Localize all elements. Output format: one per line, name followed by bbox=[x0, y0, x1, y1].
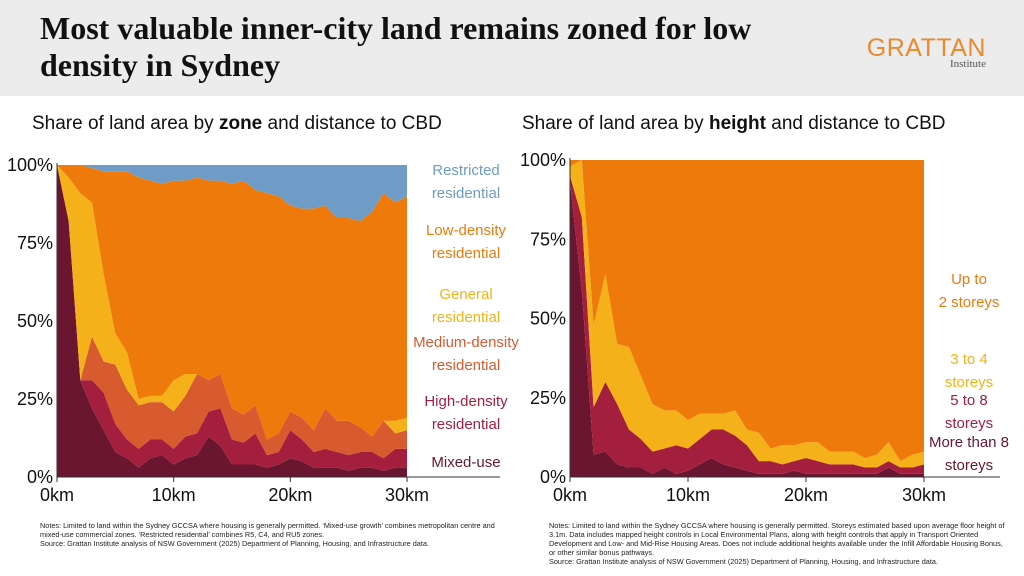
height-x-tick-label: 0km bbox=[553, 485, 587, 505]
height-y-tick-label: 100% bbox=[520, 150, 566, 170]
zone-legend-5: Restricted residential bbox=[432, 162, 500, 202]
height-x-tick-label: 20km bbox=[784, 485, 828, 505]
right-chart-subtitle: Share of land area by height and distanc… bbox=[522, 113, 946, 135]
zone-y-tick-label: 100% bbox=[7, 155, 53, 175]
zone-x-tick-label: 20km bbox=[268, 485, 312, 505]
zone-area-4 bbox=[57, 165, 407, 440]
height-legend-1: 5 to 8 storeys bbox=[945, 392, 993, 432]
grattan-logo: GRATTAN Institute bbox=[862, 34, 986, 74]
right-subtitle-pre: Share of land area by bbox=[522, 113, 709, 134]
height-stacked-area-chart: 0% 25% 50% 75% 100% 0km 10km 20km 30km More than … bbox=[520, 150, 1009, 505]
zone-legend-1: High-density residential bbox=[424, 393, 508, 433]
header-band bbox=[0, 0, 1024, 96]
zone-area-0 bbox=[57, 165, 407, 477]
zone-area-5 bbox=[57, 165, 407, 222]
height-y-tick-label: 75% bbox=[530, 229, 566, 249]
height-y-tick-label: 50% bbox=[530, 309, 566, 329]
height-x-tick-label: 10km bbox=[666, 485, 710, 505]
height-legend-0: More than 8 storeys bbox=[929, 434, 1009, 474]
zone-y-tick-label: 25% bbox=[17, 389, 53, 409]
zone-x-tick-label: 0km bbox=[40, 485, 74, 505]
page-title: Most valuable inner-city land remains zo… bbox=[40, 10, 752, 83]
left-notes: Notes: Limited to land within the Sydney… bbox=[40, 521, 505, 548]
zone-legend-4: Low-density residential bbox=[426, 222, 507, 262]
logo-subtext: Institute bbox=[949, 58, 986, 70]
height-legend-2: 3 to 4 storeys bbox=[945, 351, 993, 391]
left-subtitle-bold: zone bbox=[218, 113, 263, 134]
zone-y-tick-label: 0% bbox=[27, 467, 53, 487]
left-source-text: Source: Grattan Institute analysis of NS… bbox=[40, 539, 429, 548]
zone-x-tick-label: 30km bbox=[385, 485, 429, 505]
height-x-tick-label: 30km bbox=[902, 485, 946, 505]
zone-legend-2: Medium-density residential bbox=[413, 334, 519, 374]
right-source-text: Source: Grattan Institute analysis of NS… bbox=[549, 557, 938, 566]
height-y-tick-label: 25% bbox=[530, 388, 566, 408]
right-notes-text: Notes: Limited to land within the Sydney… bbox=[549, 521, 1005, 557]
logo-wordmark: GRATTAN bbox=[866, 34, 986, 62]
height-area-1 bbox=[570, 175, 924, 474]
right-subtitle-bold: height bbox=[708, 113, 766, 134]
height-y-tick-label: 0% bbox=[540, 467, 566, 487]
left-subtitle-pre: Share of land area by bbox=[32, 113, 219, 134]
right-subtitle-post: and distance to CBD bbox=[765, 113, 946, 134]
zone-y-tick-label: 50% bbox=[17, 311, 53, 331]
right-notes: Notes: Limited to land within the Sydney… bbox=[549, 521, 1009, 566]
zone-y-tick-label: 75% bbox=[17, 233, 53, 253]
zone-legend-0: Mixed-use bbox=[431, 454, 500, 471]
height-area-3 bbox=[570, 160, 924, 462]
left-chart-subtitle: Share of land area by zone and distance … bbox=[32, 113, 442, 135]
left-notes-text: Notes: Limited to land within the Sydney… bbox=[40, 521, 495, 539]
zone-x-tick-label: 10km bbox=[152, 485, 196, 505]
zone-legend-3: General residential bbox=[432, 286, 500, 326]
height-legend-3: Up to 2 storeys bbox=[939, 271, 1000, 311]
left-subtitle-post: and distance to CBD bbox=[262, 113, 442, 134]
